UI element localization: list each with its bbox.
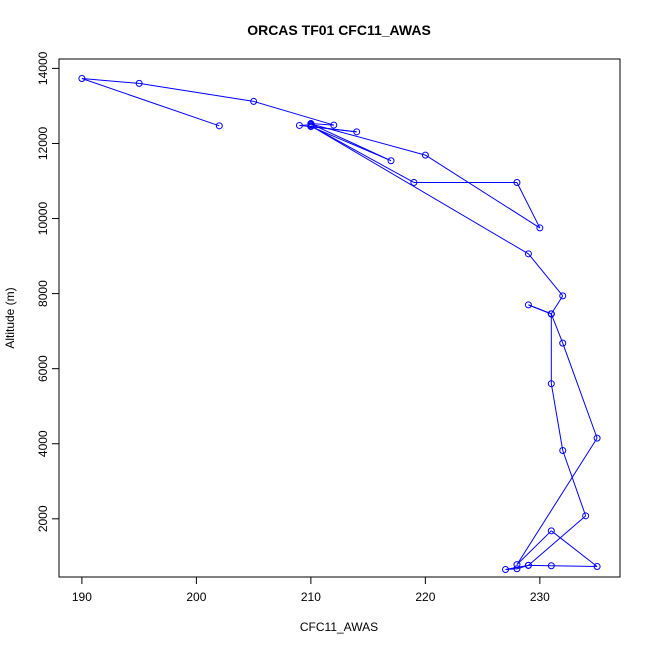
line-segment: [81, 78, 140, 84]
data-point: [215, 122, 223, 130]
data-point: [330, 121, 338, 129]
data-point: [135, 79, 143, 87]
data-point: [295, 121, 303, 129]
y-axis: 2000 4000 6000 8000 10000 12000 14000: [36, 51, 59, 532]
line-segment: [253, 100, 334, 126]
data-point: [513, 565, 521, 573]
data-point: [421, 151, 429, 159]
series-line: [81, 78, 598, 570]
line-segment: [562, 450, 587, 516]
x-tick-label: 210: [301, 590, 321, 604]
line-segment: [425, 154, 541, 229]
data-point: [559, 447, 567, 455]
data-point: [559, 292, 567, 300]
line-segment: [310, 125, 529, 255]
x-axis: 190 200 210 220 230: [72, 577, 550, 604]
series-points: [78, 75, 601, 573]
line-segment: [550, 383, 564, 451]
y-axis-label: Altitude (m): [3, 287, 17, 348]
data-point: [513, 178, 521, 186]
line-segment: [550, 530, 598, 567]
data-point: [502, 565, 510, 573]
data-point: [353, 128, 361, 136]
line-segment: [310, 123, 392, 162]
data-point: [307, 122, 315, 130]
data-point: [547, 562, 555, 570]
data-point: [524, 561, 532, 569]
data-point: [547, 380, 555, 388]
y-tick-label: 4000: [36, 430, 50, 457]
plot-frame: [58, 58, 621, 578]
line-segment: [528, 253, 564, 297]
y-tick-label: 2000: [36, 505, 50, 532]
data-point: [547, 310, 555, 318]
line-segment: [516, 530, 552, 565]
line-segment: [516, 182, 541, 229]
chart-title: ORCAS TF01 CFC11_AWAS: [247, 22, 431, 38]
data-point: [387, 157, 395, 165]
y-tick-label: 10000: [36, 202, 50, 236]
y-tick-label: 6000: [36, 355, 50, 382]
data-point: [536, 224, 544, 232]
line-segment: [528, 515, 586, 566]
line-segment: [139, 82, 254, 102]
line-segment: [81, 78, 220, 127]
data-point: [78, 75, 86, 83]
line-segment: [550, 313, 564, 344]
data-point: [524, 301, 532, 309]
data-point: [593, 562, 601, 570]
x-tick-label: 200: [186, 590, 206, 604]
line-segment: [516, 437, 598, 565]
y-tick-label: 12000: [36, 126, 50, 160]
y-tick-label: 8000: [36, 280, 50, 307]
line-segment: [562, 342, 598, 439]
x-axis-label: CFC11_AWAS: [300, 620, 378, 634]
data-point: [524, 250, 532, 258]
data-point: [547, 527, 555, 535]
line-segment: [528, 304, 552, 315]
data-point: [250, 97, 258, 105]
data-point: [513, 561, 521, 569]
data-point: [410, 178, 418, 186]
line-segment: [550, 295, 564, 315]
line-segment: [310, 123, 426, 156]
line-segment: [310, 125, 415, 183]
data-point: [307, 120, 315, 128]
x-tick-label: 230: [530, 590, 550, 604]
x-tick-label: 220: [415, 590, 435, 604]
data-point: [559, 339, 567, 347]
line-segment: [551, 565, 598, 567]
x-tick-label: 190: [72, 590, 92, 604]
y-tick-label: 14000: [36, 51, 50, 85]
data-point: [593, 434, 601, 442]
line-segment: [310, 123, 334, 126]
data-point: [582, 512, 590, 520]
